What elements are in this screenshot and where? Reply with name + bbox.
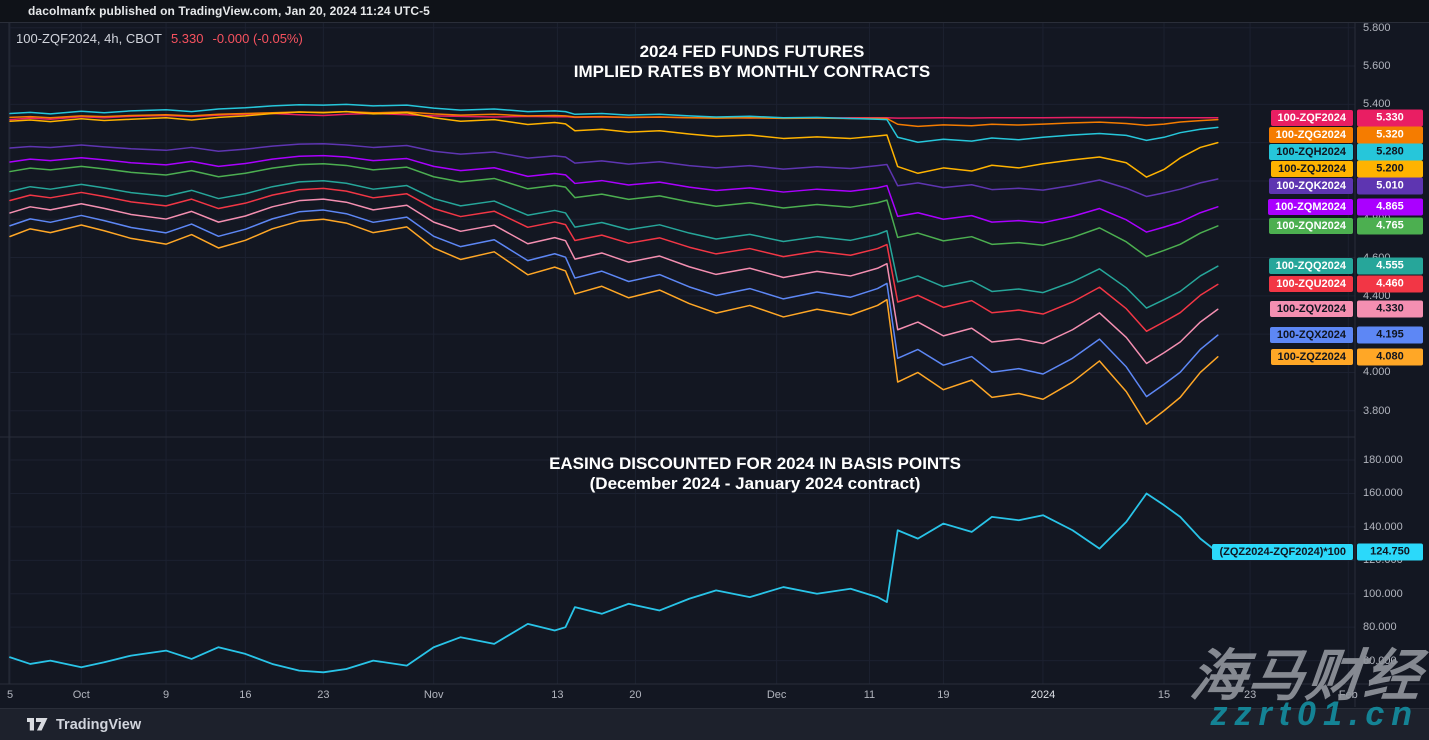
chart-area[interactable]: 100-ZQF2024, 4h, CBOT 5.330 -0.000 (-0.05%… bbox=[0, 21, 1429, 733]
series-line-100-ZQZ2024[interactable] bbox=[9, 218, 1219, 425]
time-tick-Nov: Nov bbox=[423, 689, 444, 701]
footer-bar: TradingView bbox=[0, 708, 1429, 740]
price-tick-160.000: 160.000 bbox=[1363, 487, 1403, 500]
pane2-title-line1: EASING DISCOUNTED FOR 2024 IN BASIS POIN… bbox=[549, 454, 961, 473]
pane1-title-line1: 2024 FED FUNDS FUTURES bbox=[639, 42, 865, 61]
series-line-100-ZQH2024[interactable] bbox=[9, 103, 1219, 144]
legend-symbol[interactable]: 100-ZQF2024, 4h, CBOT bbox=[16, 31, 162, 46]
price-tick-140.000: 140.000 bbox=[1363, 520, 1403, 533]
pane2-title: EASING DISCOUNTED FOR 2024 IN BASIS POIN… bbox=[549, 454, 961, 494]
series-line-100-ZQJ2024[interactable] bbox=[9, 110, 1219, 178]
time-tick-9: 9 bbox=[162, 689, 170, 701]
series-label-100-ZQM2024[interactable]: 100-ZQM2024 bbox=[1268, 198, 1353, 215]
symbol-legend[interactable]: 100-ZQF2024, 4h, CBOT 5.330 -0.000 (-0.05%… bbox=[16, 31, 303, 46]
series-value-100-ZQN2024: 4.765 bbox=[1357, 217, 1423, 235]
series-label-100-ZQH2024[interactable]: 100-ZQH2024 bbox=[1269, 143, 1353, 160]
legend-price: 5.330 bbox=[170, 31, 204, 46]
time-tick-Feb: Feb bbox=[1338, 689, 1358, 701]
series-value-100-ZQX2024: 4.195 bbox=[1357, 326, 1423, 344]
time-tick-2024: 2024 bbox=[1030, 689, 1056, 701]
price-tick-100.000: 100.000 bbox=[1363, 587, 1403, 600]
series-line-100-ZQV2024[interactable] bbox=[9, 198, 1219, 365]
tradingview-brand[interactable]: TradingView bbox=[56, 716, 142, 733]
series-label-100-ZQU2024[interactable]: 100-ZQU2024 bbox=[1269, 276, 1353, 293]
legend-change: -0.000 (-0.05%) bbox=[212, 31, 303, 46]
time-tick-5: 5 bbox=[6, 689, 14, 701]
plot-canvas[interactable] bbox=[0, 23, 1429, 708]
time-tick-23: 23 bbox=[317, 689, 330, 701]
series-value-100-ZQU2024: 4.460 bbox=[1357, 275, 1423, 293]
pane2-title-line2: (December 2024 - January 2024 contract) bbox=[589, 474, 921, 493]
price-tick-80.000: 80.000 bbox=[1363, 621, 1397, 634]
price-tick-180.000: 180.000 bbox=[1363, 454, 1403, 467]
series-value-100-ZQZ2024: 4.080 bbox=[1357, 348, 1423, 366]
series-line-100-ZQG2024[interactable] bbox=[9, 110, 1219, 128]
pane1-title-line2: IMPLIED RATES BY MONTHLY CONTRACTS bbox=[573, 62, 931, 81]
series-label-100-ZQV2024[interactable]: 100-ZQV2024 bbox=[1269, 301, 1353, 318]
publish-info: dacolmanfx published on TradingView.com,… bbox=[28, 4, 430, 18]
time-tick-Oct: Oct bbox=[72, 689, 90, 701]
time-tick-Dec: Dec bbox=[766, 689, 787, 701]
price-tick-3.800: 3.800 bbox=[1363, 404, 1391, 417]
series-value-100-ZQV2024: 4.330 bbox=[1357, 300, 1423, 318]
series-line-100-ZQN2024[interactable] bbox=[9, 162, 1219, 258]
series-line-100-ZQX2024[interactable] bbox=[9, 209, 1219, 398]
series-line-100-ZQU2024[interactable] bbox=[9, 187, 1219, 333]
time-tick-16: 16 bbox=[239, 689, 252, 701]
tradingview-logo-icon[interactable] bbox=[27, 718, 48, 731]
series-label-100-ZQN2024[interactable]: 100-ZQN2024 bbox=[1269, 217, 1353, 234]
series-label-100-ZQX2024[interactable]: 100-ZQX2024 bbox=[1269, 327, 1353, 344]
time-tick-15: 15 bbox=[1157, 689, 1171, 701]
series-value-100-ZQM2024: 4.865 bbox=[1357, 198, 1423, 216]
time-tick-20: 20 bbox=[629, 689, 642, 701]
series-value-100-ZQH2024: 5.280 bbox=[1357, 143, 1423, 161]
publish-bar: dacolmanfx published on TradingView.com,… bbox=[0, 0, 1429, 23]
series-line-100-ZQQ2024[interactable] bbox=[9, 180, 1219, 309]
series-label-(ZQZ2024-ZQF2024)*100[interactable]: (ZQZ2024-ZQF2024)*100 bbox=[1212, 544, 1353, 561]
series-label-100-ZQF2024[interactable]: 100-ZQF2024 bbox=[1270, 109, 1353, 126]
time-tick-19: 19 bbox=[937, 689, 950, 701]
price-tick-5.400: 5.400 bbox=[1363, 98, 1391, 111]
series-value-100-ZQK2024: 5.010 bbox=[1357, 177, 1423, 195]
price-tick-4.000: 4.000 bbox=[1363, 366, 1391, 379]
price-tick-5.600: 5.600 bbox=[1363, 60, 1391, 73]
series-value-100-ZQG2024: 5.320 bbox=[1357, 126, 1423, 144]
series-label-100-ZQK2024[interactable]: 100-ZQK2024 bbox=[1269, 177, 1353, 194]
series-value-(ZQZ2024-ZQF2024)*100: 124.750 bbox=[1357, 543, 1423, 561]
series-label-100-ZQQ2024[interactable]: 100-ZQQ2024 bbox=[1268, 258, 1353, 275]
time-tick-23: 23 bbox=[1243, 689, 1257, 701]
time-tick-13: 13 bbox=[551, 689, 564, 701]
price-tick-5.800: 5.800 bbox=[1363, 21, 1391, 34]
time-tick-11: 11 bbox=[863, 689, 876, 701]
series-label-100-ZQG2024[interactable]: 100-ZQG2024 bbox=[1268, 126, 1353, 143]
series-line-(ZQZ2024-ZQF2024)*100[interactable] bbox=[9, 492, 1219, 674]
price-tick-60.000: 60.000 bbox=[1363, 654, 1397, 667]
series-value-100-ZQQ2024: 4.555 bbox=[1357, 257, 1423, 275]
series-line-100-ZQK2024[interactable] bbox=[9, 143, 1219, 198]
series-value-100-ZQJ2024: 5.200 bbox=[1357, 160, 1423, 178]
series-value-100-ZQF2024: 5.330 bbox=[1357, 109, 1423, 127]
series-label-100-ZQJ2024[interactable]: 100-ZQJ2024 bbox=[1271, 160, 1353, 177]
series-label-100-ZQZ2024[interactable]: 100-ZQZ2024 bbox=[1270, 349, 1353, 366]
pane1-title: 2024 FED FUNDS FUTURES IMPLIED RATES BY … bbox=[574, 42, 930, 82]
series-line-100-ZQM2024[interactable] bbox=[9, 154, 1219, 233]
watermark-url: zzrt01.cn bbox=[1210, 695, 1419, 733]
